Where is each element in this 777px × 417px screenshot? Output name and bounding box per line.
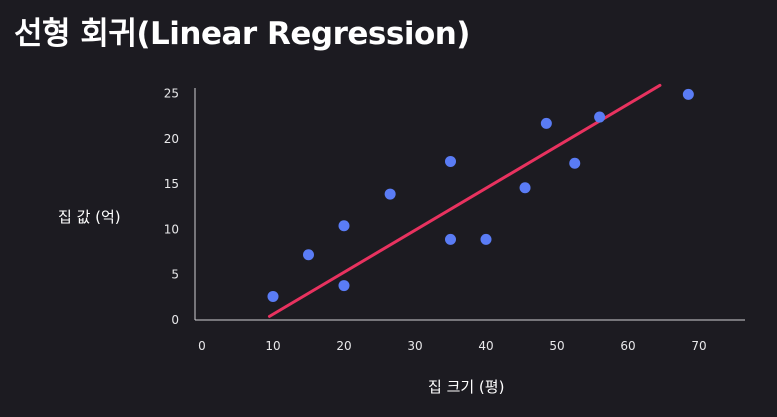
y-tick-label: 10	[164, 222, 179, 236]
data-point	[445, 233, 456, 245]
regression-line	[267, 83, 662, 318]
y-tick-label: 15	[164, 177, 179, 191]
x-tick-label: 60	[620, 339, 635, 353]
data-point	[338, 280, 350, 292]
x-tick-label: 30	[407, 339, 422, 353]
data-points	[267, 88, 694, 302]
chart-axes	[194, 88, 745, 321]
y-axis-label: 집 값 (억)	[58, 208, 121, 226]
y-tick-label: 25	[164, 87, 179, 101]
data-point	[267, 290, 279, 302]
page-title: 선형 회귀(Linear Regression)	[14, 16, 470, 52]
data-point	[682, 88, 694, 100]
data-point	[519, 182, 531, 194]
regression-line-layer	[267, 83, 662, 318]
x-tick-label: 20	[336, 339, 351, 353]
data-point	[384, 188, 396, 200]
data-point	[594, 111, 606, 123]
x-tick-label: 50	[549, 339, 564, 353]
data-point	[480, 233, 492, 245]
data-point	[540, 117, 552, 129]
data-point	[303, 249, 314, 261]
x-axis-label: 집 크기 (평)	[428, 378, 505, 396]
y-tick-label: 5	[171, 268, 179, 282]
x-tick-label: 0	[198, 339, 206, 353]
y-tick-label: 20	[164, 132, 179, 146]
data-point	[569, 157, 581, 169]
data-point	[338, 220, 350, 232]
y-tick-label: 0	[171, 313, 179, 327]
x-tick-label: 10	[265, 339, 280, 353]
chart-ticks: 0 10 20 30 40 50 60 70 0 5 10 15 20 25	[164, 87, 707, 354]
x-tick-label: 70	[691, 339, 706, 353]
x-tick-label: 40	[478, 339, 493, 353]
data-point	[445, 155, 456, 167]
